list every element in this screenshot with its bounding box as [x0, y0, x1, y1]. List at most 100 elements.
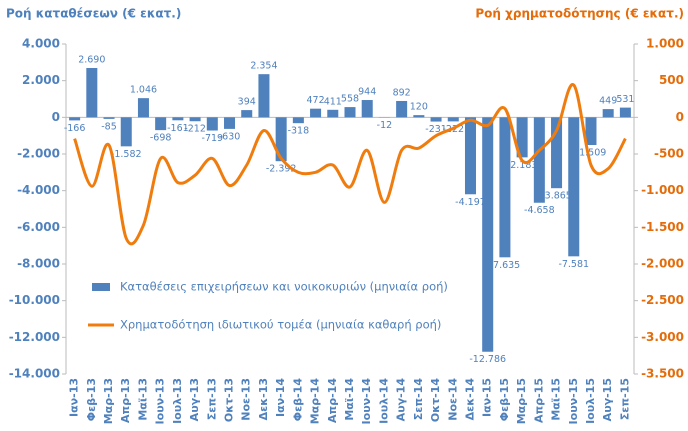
y2-axis-title: Ροή χρηματοδότησης (€ εκατ.) [475, 7, 684, 21]
bar [327, 109, 339, 118]
x-tick-label: Απρ-13 [119, 378, 132, 423]
bar [189, 117, 201, 122]
value-label: 558 [341, 94, 359, 105]
bar [361, 100, 373, 118]
x-tick-label: Σεπ-13 [205, 378, 218, 420]
bar [464, 117, 476, 195]
bar [275, 117, 287, 162]
y-tick-label: -2.000 [17, 147, 60, 161]
x-tick-label: Ιουλ-13 [171, 378, 184, 424]
y2-tick-label: -2.000 [641, 257, 684, 271]
x-tick-label: Ιουν-13 [154, 378, 167, 424]
bar [533, 117, 545, 203]
value-label: 120 [410, 102, 428, 113]
bar [241, 110, 253, 118]
value-label: 472 [307, 95, 325, 106]
x-tick-label: Απρ-15 [532, 378, 545, 423]
x-tick-label: Ιουλ-14 [377, 378, 390, 424]
bar [602, 109, 614, 118]
y2-tick-label: -1.000 [641, 183, 684, 197]
value-label: 892 [393, 87, 411, 98]
bar [551, 117, 563, 189]
bar [568, 117, 580, 257]
value-label: -166 [64, 123, 86, 134]
x-tick-label: Φεβ-14 [291, 378, 304, 422]
bar [344, 107, 356, 118]
y-tick-label: -8.000 [17, 257, 60, 271]
x-tick-label: Φεβ-13 [85, 378, 98, 421]
x-tick-label: Μαρ-15 [515, 378, 528, 424]
x-tick-label: Μαϊ-14 [343, 378, 356, 421]
value-label: 944 [358, 87, 376, 98]
value-label: 1.046 [130, 85, 157, 96]
y2-tick-label: -3.500 [641, 367, 684, 381]
y2-tick-label: -500 [654, 147, 684, 161]
bar [206, 117, 218, 131]
x-tick-label: Σεπ-15 [618, 378, 631, 420]
bar [103, 117, 115, 119]
x-tick-label: Νοε-14 [446, 378, 459, 421]
value-label: -231 [425, 124, 447, 135]
bar [292, 117, 304, 124]
legend-swatch [92, 283, 110, 291]
y2-tick-label: -3.000 [641, 330, 684, 344]
x-tick-label: Μαρ-13 [102, 378, 115, 424]
x-tick-label: Φεβ-15 [498, 378, 511, 421]
value-label: -630 [219, 131, 241, 142]
bar [172, 117, 184, 121]
x-tick-label: Απρ-14 [326, 378, 339, 423]
x-tick-label: Νοε-13 [240, 378, 253, 421]
y-tick-label: -12.000 [9, 330, 60, 344]
bar [310, 108, 322, 118]
y-tick-label: 0 [52, 110, 60, 124]
y2-tick-label: 0 [676, 110, 684, 124]
x-tick-label: Αυγ-15 [601, 378, 614, 421]
value-label: -698 [150, 133, 172, 144]
bar [413, 115, 425, 118]
bar [155, 117, 167, 131]
bar [137, 98, 149, 118]
value-label: 449 [599, 96, 617, 107]
value-label: -12 [377, 120, 393, 131]
x-tick-label: Μαϊ-13 [136, 378, 149, 421]
legend-label: Χρηματοδότηση ιδιωτικού τομέα (μηνιαία κ… [120, 318, 441, 332]
y-tick-label: 2.000 [22, 73, 60, 87]
value-label: 411 [324, 96, 342, 107]
x-tick-label: Οκτ-14 [429, 378, 442, 422]
bar [482, 117, 494, 352]
bar [430, 117, 442, 122]
bar [499, 117, 511, 258]
y2-tick-label: -2.500 [641, 293, 684, 307]
value-label: -85 [101, 121, 117, 132]
legend-label: Καταθέσεις επιχειρήσεων και νοικοκυριών … [120, 280, 448, 294]
y2-tick-label: 500 [659, 73, 684, 87]
y-tick-label: -4.000 [17, 183, 60, 197]
x-tick-label: Μαρ-14 [309, 378, 322, 425]
x-tick-label: Δεκ-14 [463, 378, 476, 421]
x-tick-label: Σεπ-14 [412, 378, 425, 421]
value-label: 531 [616, 94, 634, 105]
bar [619, 107, 631, 118]
value-label: -1.582 [111, 149, 142, 160]
bar [516, 117, 528, 158]
y-tick-label: -6.000 [17, 220, 60, 234]
y2-tick-label: -1.500 [641, 220, 684, 234]
y-tick-label: -14.000 [9, 367, 60, 381]
value-label: -7.581 [558, 259, 589, 270]
bar [396, 100, 408, 118]
x-tick-label: Ιουλ-15 [584, 378, 597, 424]
line [73, 83, 627, 246]
value-label: -3.865 [541, 191, 572, 202]
x-tick-label: Αυγ-13 [188, 378, 201, 421]
bar [69, 117, 81, 121]
bar [258, 74, 270, 118]
value-label: -719 [202, 133, 224, 144]
value-label: -12.786 [469, 354, 506, 365]
y-tick-label: 4.000 [22, 37, 60, 51]
value-label: 2.354 [250, 61, 277, 72]
value-label: 394 [238, 97, 256, 108]
value-label: -1.509 [576, 147, 607, 158]
value-label: -161 [167, 123, 189, 134]
value-label: -2.392 [266, 164, 297, 175]
